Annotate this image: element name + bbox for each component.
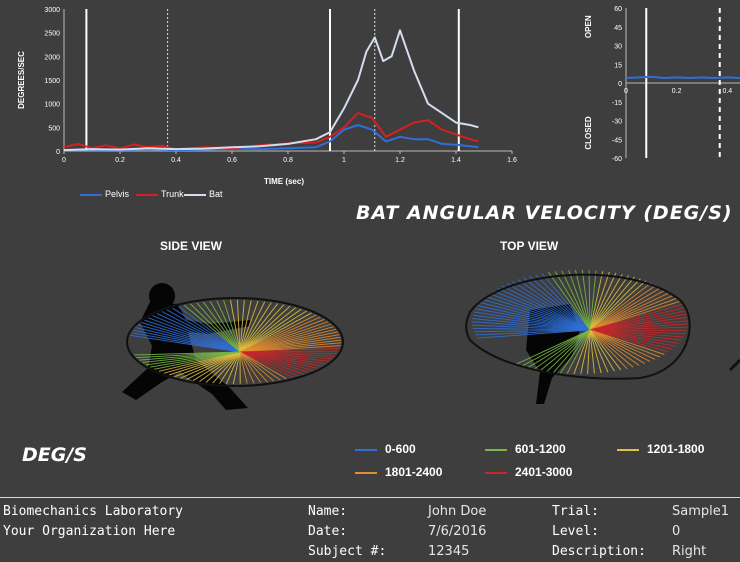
date-label: Date: bbox=[308, 524, 347, 539]
y-tick-label: 0 bbox=[618, 81, 622, 88]
x-tick-label: 0.2 bbox=[672, 88, 682, 95]
x-tick-label: 0 bbox=[62, 157, 66, 164]
bin-1801-2400: 1801-2400 bbox=[355, 465, 442, 479]
y-tick-label: 500 bbox=[48, 125, 60, 132]
x-tick-label: 0.4 bbox=[722, 88, 732, 95]
name-value: John Doe bbox=[428, 504, 486, 519]
bat-velocity-title: BAT ANGULAR VELOCITY (DEG/S) bbox=[356, 202, 733, 224]
y-tick-label: -60 bbox=[612, 156, 622, 163]
trial-value: Sample1 bbox=[672, 504, 729, 519]
name-label: Name: bbox=[308, 504, 347, 519]
y-tick-label: 60 bbox=[614, 6, 622, 13]
y-tick-label: 1000 bbox=[44, 102, 60, 109]
y-tick-label: 2500 bbox=[44, 31, 60, 38]
legend-bat: Bat bbox=[184, 189, 223, 199]
subject-value: 12345 bbox=[428, 544, 469, 559]
y-tick-label: 45 bbox=[614, 25, 622, 32]
x-tick-label: 1.6 bbox=[507, 157, 517, 164]
closed-label: CLOSED bbox=[584, 116, 593, 150]
open-closed-series bbox=[626, 77, 740, 78]
description-value: Right bbox=[672, 544, 706, 559]
x-tick-label: 0.6 bbox=[227, 157, 237, 164]
side-view-label: SIDE VIEW bbox=[160, 239, 222, 253]
y-tick-label: -45 bbox=[612, 137, 622, 144]
x-tick-label: 1.2 bbox=[395, 157, 405, 164]
bin-0-600: 0-600 bbox=[355, 442, 416, 456]
bin-2401-3000: 2401-3000 bbox=[485, 465, 572, 479]
y-tick-label: 30 bbox=[614, 44, 622, 51]
y-tick-label: 1500 bbox=[44, 78, 60, 85]
report-footer: Biomechanics Laboratory Your Organizatio… bbox=[0, 497, 740, 562]
top-view-label: TOP VIEW bbox=[500, 239, 558, 253]
side-view-swing-graphic bbox=[100, 260, 360, 420]
y-tick-label: 2000 bbox=[44, 54, 60, 61]
x-tick-label: 0.4 bbox=[171, 157, 181, 164]
date-value: 7/6/2016 bbox=[428, 524, 486, 539]
subject-label: Subject #: bbox=[308, 544, 386, 559]
level-label: Level: bbox=[552, 524, 599, 539]
y-axis-title: DEGREES/SEC bbox=[17, 51, 26, 109]
y-tick-label: 15 bbox=[614, 62, 622, 69]
bin-601-1200: 601-1200 bbox=[485, 442, 566, 456]
x-tick-label: 0.8 bbox=[283, 157, 293, 164]
legend-pelvis: Pelvis bbox=[80, 189, 129, 199]
degs-title: DEG/S bbox=[22, 444, 87, 466]
x-tick-label: 0 bbox=[624, 88, 628, 95]
y-tick-label: -30 bbox=[612, 119, 622, 126]
lab-name: Biomechanics Laboratory bbox=[3, 504, 183, 519]
top-view-swing-graphic bbox=[440, 260, 740, 420]
x-axis-title: TIME (sec) bbox=[264, 177, 304, 186]
angular-velocity-chart: 0 500 1000 1500 2000 2500 3000 0 0.2 0.4 0.6 0.8 1 1.… bbox=[0, 0, 530, 200]
organization-name: Your Organization Here bbox=[3, 524, 175, 539]
y-tick-label: 0 bbox=[56, 149, 60, 156]
open-label: OPEN bbox=[584, 15, 593, 38]
bin-1201-1800: 1201-1800 bbox=[617, 442, 704, 456]
level-value: 0 bbox=[672, 524, 680, 539]
y-tick-label: 3000 bbox=[44, 7, 60, 14]
description-label: Description: bbox=[552, 544, 646, 559]
x-tick-label: 0.2 bbox=[115, 157, 125, 164]
trial-label: Trial: bbox=[552, 504, 599, 519]
x-tick-label: 1.4 bbox=[451, 157, 461, 164]
legend-trunk: Trunk bbox=[136, 189, 184, 199]
top-bat-end bbox=[730, 360, 740, 370]
y-tick-label: -15 bbox=[612, 100, 622, 107]
x-tick-label: 1 bbox=[342, 157, 346, 164]
